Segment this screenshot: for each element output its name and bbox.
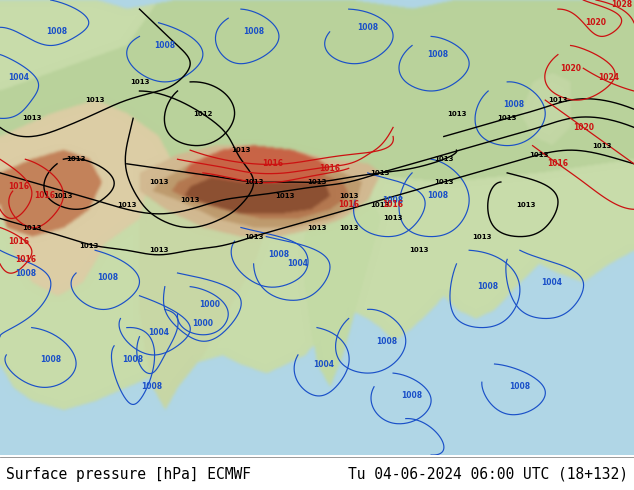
Text: 1008: 1008	[154, 41, 176, 50]
Text: 1013: 1013	[548, 97, 567, 103]
Text: 1013: 1013	[276, 193, 295, 198]
Text: 1016: 1016	[34, 191, 55, 200]
Text: 1013: 1013	[339, 193, 358, 198]
Text: 1008: 1008	[477, 282, 499, 291]
Text: 1013: 1013	[593, 143, 612, 148]
Text: 1013: 1013	[307, 179, 327, 185]
Text: 1004: 1004	[287, 259, 309, 269]
Text: 1016: 1016	[319, 164, 340, 173]
Text: 1024: 1024	[598, 73, 619, 82]
Text: 1013: 1013	[149, 179, 168, 185]
Text: 1008: 1008	[46, 27, 68, 36]
Text: Tu 04-06-2024 06:00 UTC (18+132): Tu 04-06-2024 06:00 UTC (18+132)	[347, 467, 628, 482]
Text: 1008: 1008	[503, 100, 524, 109]
Text: 1008: 1008	[427, 50, 448, 59]
Text: 1013: 1013	[244, 234, 263, 240]
Text: 1013: 1013	[371, 202, 390, 208]
Text: 1013: 1013	[529, 152, 548, 158]
Text: 1008: 1008	[243, 27, 264, 36]
Text: 1013: 1013	[181, 197, 200, 203]
Text: 1013: 1013	[130, 79, 149, 85]
Text: 1008: 1008	[427, 191, 448, 200]
Text: 1028: 1028	[611, 0, 632, 9]
Text: 1008: 1008	[15, 269, 36, 277]
Text: 1013: 1013	[447, 111, 466, 117]
Text: 1016: 1016	[15, 255, 36, 264]
Text: 1013: 1013	[434, 179, 453, 185]
Text: 1008: 1008	[40, 355, 61, 364]
Text: 1016: 1016	[382, 200, 404, 209]
Text: 1004: 1004	[148, 328, 169, 337]
Text: 1013: 1013	[149, 247, 168, 253]
Text: 1016: 1016	[547, 159, 569, 168]
Text: 1000: 1000	[198, 300, 220, 309]
Text: Surface pressure [hPa] ECMWF: Surface pressure [hPa] ECMWF	[6, 467, 251, 482]
Text: 1013: 1013	[67, 156, 86, 162]
Text: 1013: 1013	[434, 156, 453, 162]
Text: 1013: 1013	[371, 170, 390, 176]
Text: 1016: 1016	[8, 182, 30, 191]
Text: 1013: 1013	[231, 147, 250, 153]
Text: 1008: 1008	[122, 355, 144, 364]
Text: 1008: 1008	[268, 250, 290, 259]
Text: 1013: 1013	[472, 234, 491, 240]
Text: 1008: 1008	[97, 273, 119, 282]
Text: 1013: 1013	[384, 216, 403, 221]
Text: 1013: 1013	[54, 193, 73, 198]
Text: 1004: 1004	[541, 278, 562, 287]
Text: 1008: 1008	[141, 382, 163, 391]
Text: 1020: 1020	[585, 18, 607, 27]
Text: 1013: 1013	[117, 202, 136, 208]
Text: 1008: 1008	[382, 196, 404, 205]
Text: 1016: 1016	[262, 159, 283, 168]
Text: 1013: 1013	[79, 243, 98, 249]
Text: 1016: 1016	[8, 237, 30, 245]
Text: 1020: 1020	[560, 64, 581, 73]
Text: 1008: 1008	[509, 382, 531, 391]
Text: 1013: 1013	[409, 247, 428, 253]
Text: 1013: 1013	[517, 202, 536, 208]
Text: 1000: 1000	[192, 318, 214, 327]
Text: 1008: 1008	[401, 392, 423, 400]
Text: 1013: 1013	[22, 224, 41, 230]
Text: 1016: 1016	[338, 200, 359, 209]
Text: 1004: 1004	[8, 73, 30, 82]
Text: 1004: 1004	[313, 360, 334, 368]
Text: 1013: 1013	[244, 179, 263, 185]
Text: 1013: 1013	[498, 115, 517, 122]
Text: 1013: 1013	[86, 97, 105, 103]
Text: 1012: 1012	[193, 111, 212, 117]
Text: 1013: 1013	[307, 224, 327, 230]
Text: 1008: 1008	[357, 23, 378, 32]
Text: 1008: 1008	[376, 337, 398, 346]
Text: 1013: 1013	[339, 224, 358, 230]
Text: 1020: 1020	[573, 123, 594, 132]
Text: 1013: 1013	[22, 115, 41, 122]
